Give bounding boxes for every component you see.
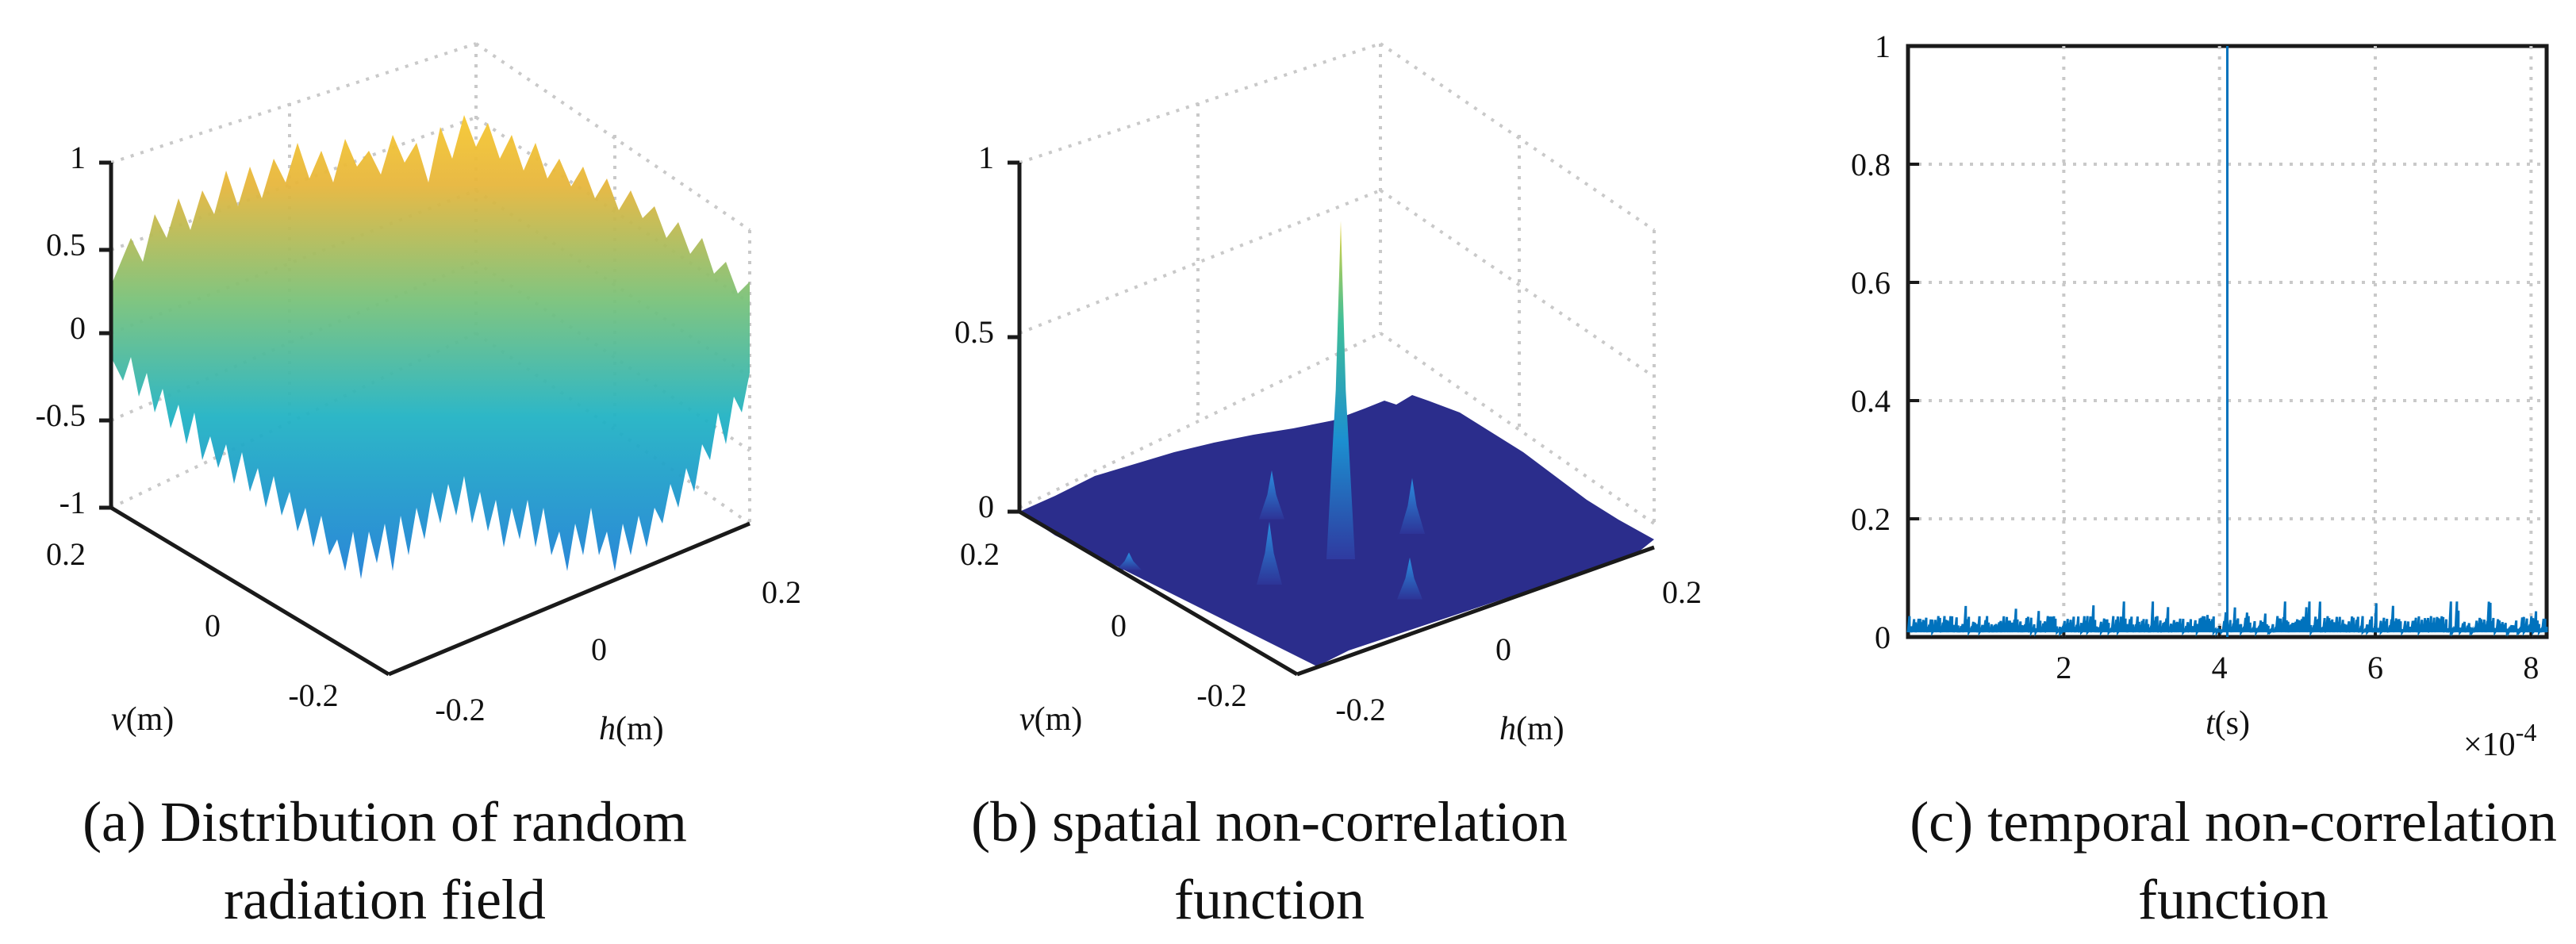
panel-a-h-tick: -0.2 [435,692,485,727]
panel-a-h-label-unit: (m) [616,711,664,747]
panel-b-h-tick: 0 [1495,631,1511,667]
panel-c-y-ticks: 1 0.8 0.6 0.4 0.2 0 [1851,29,1919,655]
panel-c-x-tick-label: 2 [2056,650,2071,685]
panel-a-h-label-var: h [599,711,616,747]
panel-b-h-label-unit: (m) [1516,711,1564,747]
panel-b-peak [1326,221,1355,559]
panel-a-v-label: v(m) [111,701,174,738]
panel-b-peak [1116,552,1142,570]
panel-b-caption-line1: (b) spatial non-correlation [971,790,1568,854]
panel-b-v-axis [1018,509,1299,677]
panel-c-x-exponent-power: -4 [2516,718,2537,746]
panel-b-v-label: v(m) [1019,701,1082,738]
panel-a-h-tick: 0 [591,631,607,667]
panel-a-h-ticks: -0.2 0 0.2 [435,574,801,727]
panel-b-v-tick: 0.2 [960,536,1000,572]
panel-c-y-tick-label: 0.4 [1851,383,1891,419]
panel-b-h-ticks: -0.2 0 0.2 [1335,574,1702,727]
panel-a-v-label-unit: (m) [126,701,175,738]
panel-b-v-label-unit: (m) [1035,701,1083,738]
panel-b-peaks [1116,221,1425,600]
panel-b-grid [1019,42,1656,525]
panel-a-surface [111,115,750,579]
panel-c-x-label-var: t [2206,705,2216,742]
panel-c-x-label: t(s) [2206,705,2250,742]
panel-b-peak [1399,478,1425,534]
panel-a-v-axis [109,505,390,677]
panel-a-z-tick: 0 [70,310,86,346]
panel-b-z-tick: 1 [978,140,994,175]
panel-c-y-tick-label: 0.8 [1851,147,1891,182]
panel-b-h-label-var: h [1499,711,1516,747]
panel-c-y-tick-label: 0.2 [1851,501,1891,537]
panel-b-h-axis [1296,545,1655,677]
panel-a-v-label-var: v [111,701,126,738]
panel-b: 1 0.5 0 0.2 0 -0.2 -0.2 0 0.2 v(m) h(m) … [954,42,1702,931]
panel-a-z-tick: -1 [60,485,86,520]
panel-b-z-ticks: 1 0.5 0 [954,140,1019,524]
panel-b-peak [1257,521,1282,585]
panel-a-h-tick: 0.2 [762,574,801,610]
panel-b-v-label-var: v [1019,701,1035,738]
panel-b-v-ticks: 0.2 0 -0.2 [960,536,1247,713]
panel-c-x-exponent-base: ×10 [2463,727,2516,763]
panel-c: 1 0.8 0.6 0.4 0.2 0 2 4 6 8 t(s) ×10-4 (c) tempo… [1851,29,2557,931]
panel-c-x-ticks: 2 4 6 8 [2056,626,2539,685]
panel-b-h-tick: 0.2 [1662,574,1702,610]
panel-c-x-tick-label: 8 [2523,650,2539,685]
panel-a-h-axis [388,521,751,677]
panel-b-peak [1397,557,1422,600]
panel-a-z-tick: 0.5 [46,227,86,263]
panel-b-h-label: h(m) [1499,711,1564,747]
panel-c-x-tick-label: 4 [2212,650,2228,685]
panel-c-y-tick-label: 0.6 [1851,265,1891,301]
panel-a-caption-line1: (a) Distribution of random [83,790,687,854]
panel-c-caption-line1: (c) temporal non-correlation [1910,790,2557,854]
panel-a-v-tick: 0 [205,608,221,643]
panel-a-z-tick: -0.5 [36,397,86,433]
panel-a-v-ticks: 0.2 0 -0.2 [46,536,339,713]
panel-b-caption-line2: function [1174,868,1365,931]
panel-a-caption-line2: radiation field [224,868,546,931]
panel-a-z-tick: 1 [70,140,86,175]
panel-b-v-tick: -0.2 [1196,677,1246,713]
panel-b-h-tick: -0.2 [1335,692,1385,727]
panel-b-v-tick: 0 [1111,608,1127,643]
panel-b-z-tick: 0.5 [954,314,994,350]
panel-c-y-tick-label: 0 [1875,620,1891,655]
panel-c-y-tick-label: 1 [1875,29,1891,64]
panel-a-z-ticks: 1 0.5 0 -0.5 -1 [36,140,111,520]
panel-a-h-label: h(m) [599,711,664,747]
panel-a: 1 0.5 0 -0.5 -1 0.2 0 -0.2 -0.2 0 0.2 v(… [36,42,801,931]
panel-a-v-tick: -0.2 [288,677,338,713]
panel-b-peak [1259,470,1284,520]
panel-c-caption-line2: function [2138,868,2328,931]
panel-b-z-tick: 0 [978,489,994,524]
panel-c-x-label-unit: (s) [2215,705,2250,742]
panel-c-x-tick-label: 6 [2367,650,2383,685]
panel-a-v-tick: 0.2 [46,536,86,572]
panel-c-x-exponent: ×10-4 [2463,718,2536,763]
